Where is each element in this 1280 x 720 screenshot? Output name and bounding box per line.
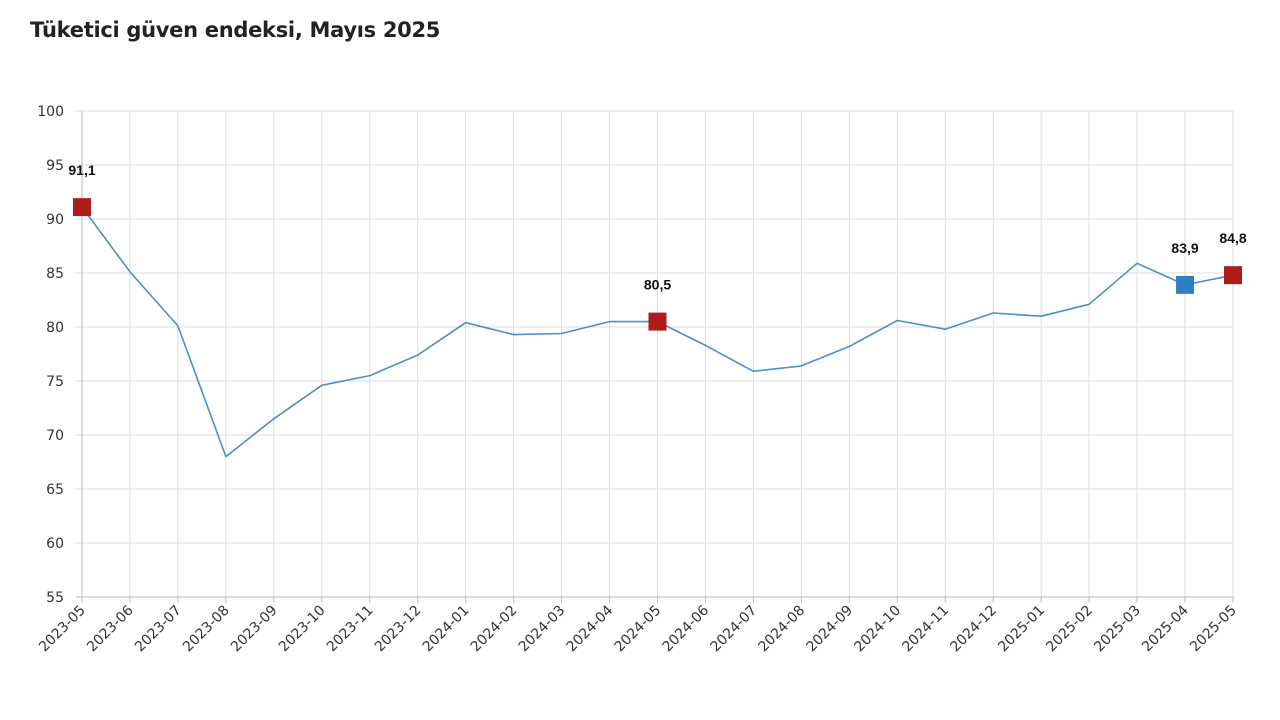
grid-lines [76,110,1234,598]
data-point-marker [73,198,91,217]
y-tick-label: 70 [46,428,64,444]
x-tick-label: 2023-07 [132,603,185,656]
data-point-marker [1224,266,1242,285]
x-tick-label: 2025-03 [1091,603,1144,656]
data-label: 80,5 [644,277,671,293]
data-labels-group: 91,1 80,5 83,9 84,8 [68,162,1246,292]
axes [76,111,1234,603]
data-label: 91,1 [68,162,95,178]
x-tick-label: 2023-12 [372,603,425,656]
y-tick-label: 85 [46,266,64,282]
x-tick-label: 2023-05 [36,603,89,656]
x-axis-ticks: 2023-052023-062023-072023-082023-092023-… [36,602,1240,655]
y-tick-label: 65 [46,482,64,498]
x-tick-label: 2024-02 [468,603,521,656]
x-tick-label: 2025-04 [1139,602,1192,655]
y-tick-label: 80 [46,320,64,336]
data-label: 84,8 [1219,230,1246,246]
markers-group [73,198,1242,331]
y-tick-label: 75 [46,374,64,390]
y-tick-label: 100 [37,104,64,120]
y-axis-ticks: 55 60 65 70 75 80 85 90 95 100 [37,104,64,606]
x-tick-label: 2023-10 [276,603,329,656]
chart-title: Tüketici güven endeksi, Mayıs 2025 [30,18,441,42]
y-tick-label: 60 [46,536,64,552]
x-tick-label: 2023-06 [84,602,137,655]
x-tick-label: 2024-01 [420,603,473,656]
x-tick-label: 2023-09 [228,603,281,656]
x-tick-label: 2024-08 [756,603,809,656]
x-tick-label: 2024-11 [899,603,952,656]
x-tick-label: 2025-01 [995,603,1048,656]
x-tick-label: 2025-02 [1043,603,1096,656]
x-tick-label: 2024-03 [516,603,569,656]
x-tick-label: 2024-05 [612,603,665,656]
x-tick-label: 2023-08 [180,603,233,656]
data-label: 83,9 [1171,240,1198,256]
x-tick-label: 2024-07 [708,603,761,656]
x-tick-label: 2024-06 [660,602,713,655]
y-tick-label: 90 [46,212,64,228]
y-tick-label: 95 [46,158,64,174]
x-tick-label: 2024-04 [564,602,617,655]
x-tick-label: 2025-05 [1187,603,1240,656]
x-tick-label: 2023-11 [324,603,377,656]
y-tick-label: 55 [46,590,64,606]
data-point-marker [648,312,667,331]
x-tick-label: 2024-10 [851,603,904,656]
x-tick-label: 2024-09 [803,603,856,656]
data-point-marker [1176,275,1195,294]
x-tick-label: 2024-12 [947,603,1000,656]
